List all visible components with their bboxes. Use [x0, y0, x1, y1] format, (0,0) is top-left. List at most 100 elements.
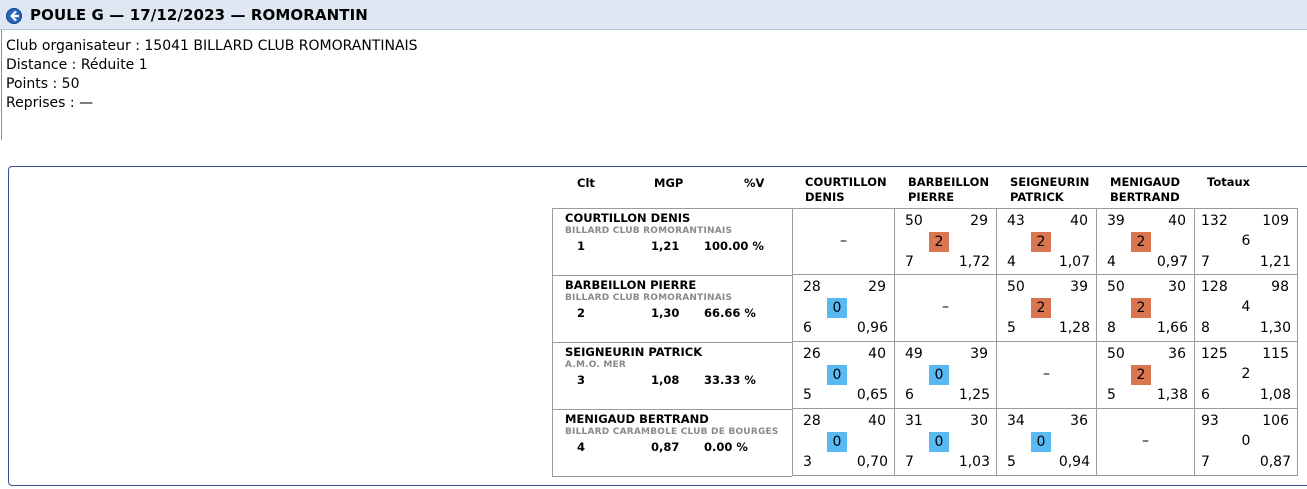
match-average: 1,66	[1156, 320, 1188, 336]
match-average: 1,25	[958, 387, 990, 403]
match-cell[interactable]: 26 40 0 5 0,65	[792, 342, 895, 409]
match-reprises: 5	[1007, 320, 1016, 336]
total-score: 0	[1241, 433, 1251, 449]
total-points: 125	[1201, 346, 1228, 362]
total-opponent-points: 106	[1262, 413, 1289, 429]
total-reprises: 6	[1201, 387, 1210, 403]
tournament-info: Club organisateur : 15041 BILLARD CLUB R…	[6, 37, 418, 113]
match-reprises: 5	[1007, 454, 1016, 470]
match-cell[interactable]: 31 30 0 7 1,03	[895, 409, 997, 476]
match-points: 39	[1107, 213, 1125, 229]
match-reprises: 4	[1107, 254, 1116, 270]
total-score: 6	[1241, 233, 1251, 249]
player-club: BILLARD CLUB ROMORANTINAIS	[565, 293, 733, 303]
match-points: 49	[905, 346, 923, 362]
match-average: 1,28	[1058, 320, 1090, 336]
match-cell[interactable]: 28 29 0 6 0,96	[792, 275, 895, 342]
header-totals: Totaux	[1207, 175, 1251, 189]
total-points: 93	[1201, 413, 1219, 429]
match-cell[interactable]: 43 40 2 4 1,07	[997, 208, 1097, 275]
match-points: 43	[1007, 213, 1025, 229]
left-divider	[1, 30, 2, 140]
player-info-cell	[552, 409, 792, 477]
header-line: BARBEILLON	[908, 175, 990, 189]
match-average: 1,07	[1058, 254, 1090, 270]
total-average: 1,21	[1259, 254, 1291, 270]
player-pct: 66.66 %	[704, 306, 756, 320]
match-average: 0,65	[856, 387, 888, 403]
back-arrow-icon[interactable]	[6, 8, 22, 24]
match-opponent-points: 39	[1070, 279, 1088, 295]
match-average: 0,94	[1058, 454, 1090, 470]
header-clt: Clt	[577, 176, 595, 190]
player-rank: 1	[577, 239, 586, 253]
player-mgp: 1,21	[651, 239, 680, 253]
match-opponent-points: 36	[1070, 413, 1088, 429]
match-average: 1,03	[958, 454, 990, 470]
match-opponent-points: 40	[1070, 213, 1088, 229]
player-pct: 100.00 %	[704, 239, 764, 253]
total-reprises: 8	[1201, 320, 1210, 336]
player-info-cell	[552, 208, 792, 276]
match-cell[interactable]: 28 40 0 3 0,70	[792, 409, 895, 476]
match-reprises: 7	[905, 454, 914, 470]
match-points: 50	[905, 213, 923, 229]
loss-badge: 0	[929, 432, 949, 452]
player-rank: 2	[577, 306, 586, 320]
totals-cell: 93 106 0 7 0,87	[1195, 409, 1298, 476]
match-reprises: 8	[1107, 320, 1116, 336]
match-cell[interactable]: 50 30 2 8 1,66	[1097, 275, 1195, 342]
points-info: Points : 50	[6, 76, 80, 92]
match-cell[interactable]: 49 39 0 6 1,25	[895, 342, 997, 409]
match-cell: –	[1097, 409, 1195, 476]
match-opponent-points: 40	[1168, 213, 1186, 229]
match-reprises: 6	[905, 387, 914, 403]
loss-badge: 0	[1031, 432, 1051, 452]
match-reprises: 5	[803, 387, 812, 403]
header-line: SEIGNEURIN	[1010, 175, 1090, 189]
header-line: PIERRE	[908, 190, 955, 204]
total-points: 128	[1201, 279, 1228, 295]
totals-cell: 125 115 2 6 1,08	[1195, 342, 1298, 409]
match-opponent-points: 39	[970, 346, 988, 362]
header-player-col: SEIGNEURIN PATRICK	[1010, 175, 1089, 205]
match-cell[interactable]: 50 29 2 7 1,72	[895, 208, 997, 275]
total-average: 1,30	[1259, 320, 1291, 336]
match-cell[interactable]: 50 39 2 5 1,28	[997, 275, 1097, 342]
header-mgp: MGP	[654, 176, 684, 190]
match-opponent-points: 30	[1168, 279, 1186, 295]
win-badge: 2	[1131, 298, 1151, 318]
player-club: BILLARD CLUB ROMORANTINAIS	[565, 226, 733, 236]
player-name: SEIGNEURIN PATRICK	[565, 345, 703, 359]
totals-cell: 128 98 4 8 1,30	[1195, 275, 1298, 342]
match-average: 0,96	[856, 320, 888, 336]
match-cell: –	[792, 208, 895, 275]
header-line: MENIGAUD	[1110, 175, 1181, 189]
player-pct: 33.33 %	[704, 373, 756, 387]
match-opponent-points: 36	[1168, 346, 1186, 362]
win-badge: 2	[1031, 232, 1051, 252]
distance-info: Distance : Réduite 1	[6, 57, 148, 73]
loss-badge: 0	[827, 298, 847, 318]
match-cell[interactable]: 39 40 2 4 0,97	[1097, 208, 1195, 275]
player-club: BILLARD CARAMBOLE CLUB DE BOURGES	[565, 427, 779, 437]
player-name: MENIGAUD BERTRAND	[565, 412, 709, 426]
match-points: 28	[803, 413, 821, 429]
header-line: PATRICK	[1010, 190, 1064, 204]
header-player-col: BARBEILLON PIERRE	[908, 175, 989, 205]
player-pct: 0.00 %	[704, 440, 748, 454]
match-cell: –	[997, 342, 1097, 409]
header-line: COURTILLON	[805, 175, 887, 189]
total-score: 4	[1241, 299, 1251, 315]
player-name: COURTILLON DENIS	[565, 211, 691, 225]
total-points: 132	[1201, 213, 1228, 229]
player-info-cell	[552, 275, 792, 343]
header-line: DENIS	[805, 190, 845, 204]
empty-cell-dash: –	[1142, 433, 1149, 449]
title-bar: POULE G — 17/12/2023 — ROMORANTIN	[0, 0, 1307, 30]
match-reprises: 4	[1007, 254, 1016, 270]
match-cell[interactable]: 50 36 2 5 1,38	[1097, 342, 1195, 409]
player-mgp: 1,08	[651, 373, 680, 387]
results-panel	[8, 166, 1307, 486]
match-cell[interactable]: 34 36 0 5 0,94	[997, 409, 1097, 476]
